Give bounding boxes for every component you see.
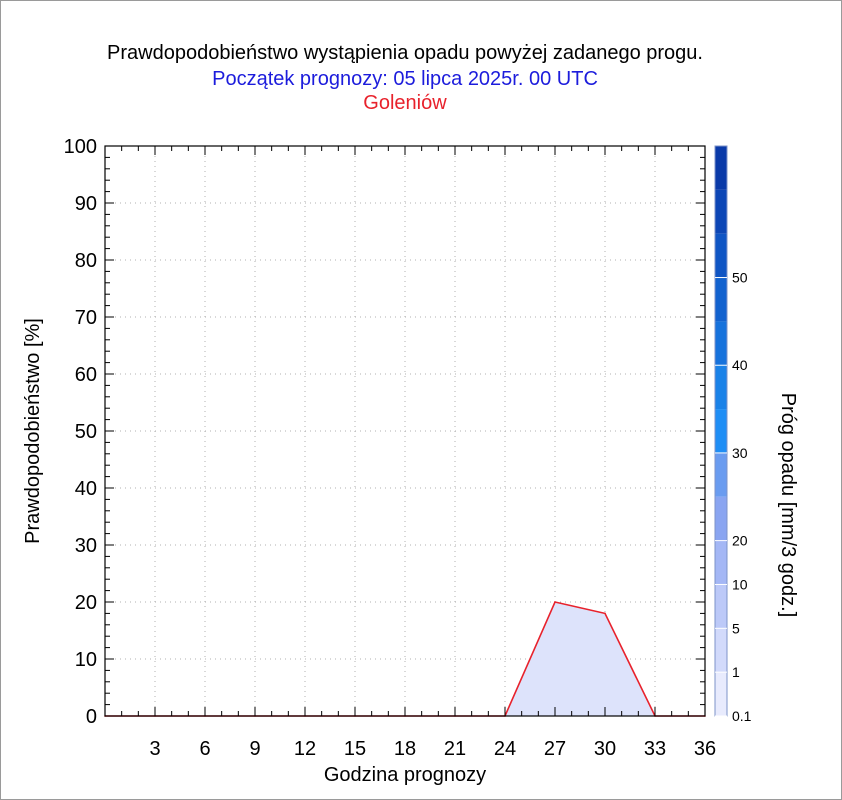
x-tick-label: 36: [694, 738, 716, 760]
x-tick-label: 30: [594, 738, 616, 760]
colorbar-segment: [715, 409, 727, 453]
y-tick-label: 70: [75, 307, 97, 329]
colorbar-segment: [715, 628, 727, 673]
y-tick-label: 0: [86, 706, 97, 728]
y-tick-label: 50: [75, 421, 97, 443]
colorbar-tick-label: 5: [732, 620, 740, 636]
data-point: [554, 601, 556, 603]
colorbar-segment: [715, 540, 727, 585]
colorbar-segment: [715, 321, 727, 366]
colorbar-segment: [715, 452, 727, 497]
location-subtitle: Goleniów: [363, 92, 447, 114]
colorbar-segment: [715, 496, 727, 541]
probability-area: [105, 602, 705, 716]
x-tick-label: 24: [494, 738, 516, 760]
colorbar-segment: [715, 584, 727, 629]
colorbar-segment: [715, 233, 727, 278]
x-axis-label: Godzina prognozy: [324, 764, 486, 786]
y-tick-label: 90: [75, 193, 97, 215]
colorbar-segment: [715, 277, 727, 322]
x-tick-label: 3: [149, 738, 160, 760]
y-tick-label: 30: [75, 535, 97, 557]
colorbar-tick-label: 30: [732, 445, 748, 461]
grid: [105, 146, 705, 716]
data-point: [604, 612, 606, 615]
colorbar-tick-label: 40: [732, 357, 748, 373]
colorbar-tick-label: 1: [732, 664, 740, 680]
x-tick-label: 15: [344, 738, 366, 760]
colorbar-tick-label: 0.1: [732, 708, 752, 724]
y-axis-label: Prawdopodobieństwo [%]: [22, 318, 44, 544]
y-tick-label: 60: [75, 364, 97, 386]
colorbar-segment: [715, 189, 727, 234]
x-tick-label: 33: [644, 738, 666, 760]
forecast-start-subtitle: Początek prognozy: 05 lipca 2025r. 00 UT…: [212, 68, 598, 90]
x-tick-label: 12: [294, 738, 316, 760]
colorbar-label: Próg opadu [mm/3 godz.]: [777, 393, 799, 618]
colorbar-segment: [715, 672, 727, 716]
x-tick-label: 9: [249, 738, 260, 760]
x-tick-label: 18: [394, 738, 416, 760]
y-tick-label: 10: [75, 649, 97, 671]
colorbar-segment: [715, 365, 727, 410]
colorbar-segment: [715, 146, 727, 190]
x-tick-label: 21: [444, 738, 466, 760]
colorbar-tick-label: 20: [732, 533, 748, 549]
y-tick-label: 40: [75, 478, 97, 500]
colorbar-tick-label: 50: [732, 270, 748, 286]
y-tick-label: 20: [75, 592, 97, 614]
x-tick-label: 6: [199, 738, 210, 760]
y-tick-label: 80: [75, 250, 97, 272]
chart-title: Prawdopodobieństwo wystąpienia opadu pow…: [107, 42, 703, 64]
threshold-colorbar: 0.1 1 5 10 20 30 40 50: [714, 145, 752, 724]
colorbar-tick-label: 10: [732, 576, 748, 592]
y-tick-label: 100: [64, 136, 97, 158]
x-tick-label: 27: [544, 738, 566, 760]
